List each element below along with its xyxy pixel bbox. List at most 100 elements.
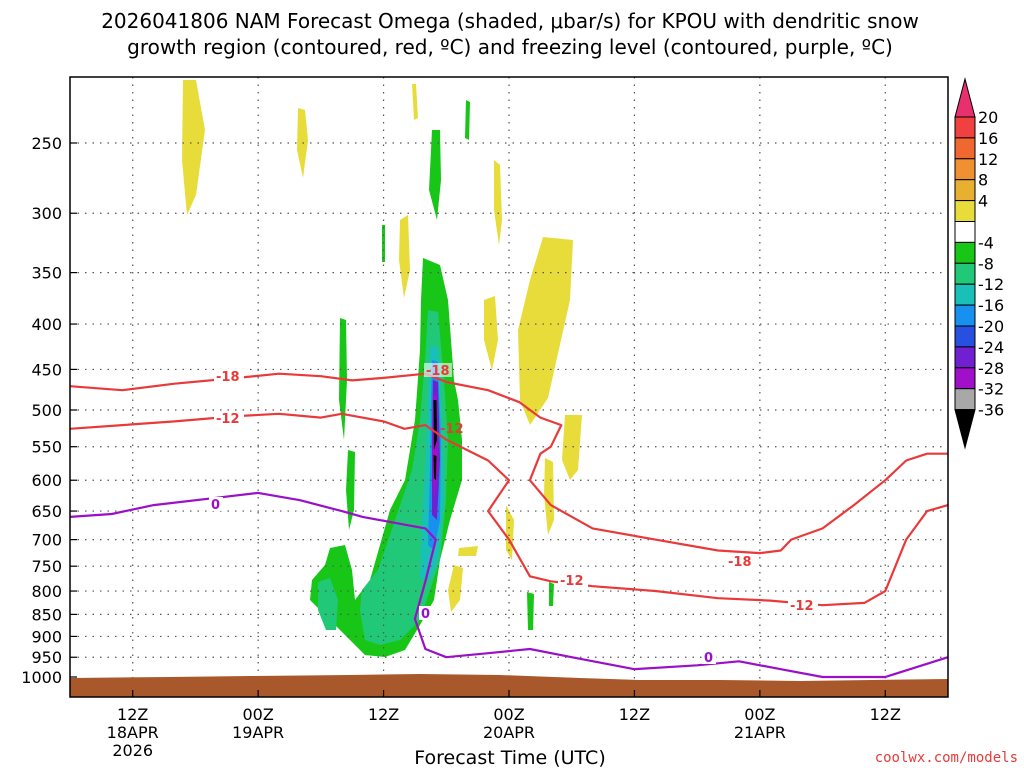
contour-label-freezing: 0	[211, 498, 220, 513]
omega-positive-area	[544, 458, 554, 535]
colorbar-label: -4	[978, 233, 994, 252]
colorbar-swatch	[954, 158, 976, 181]
x-tick-date: 19APR	[232, 723, 284, 742]
omega-positive-area	[562, 415, 582, 480]
omega-positive-area	[399, 215, 410, 298]
contour-label-freezing: 0	[421, 607, 430, 622]
omega-positive-area	[458, 546, 478, 556]
colorbar-label: -24	[978, 338, 1004, 357]
omega-shading	[182, 80, 582, 657]
x-tick-date: 21APR	[734, 723, 786, 742]
omega-negative-area	[433, 455, 437, 480]
omega-positive-area	[518, 237, 573, 425]
contour-label-freezing: 0	[704, 651, 713, 666]
y-tick-label: 850	[31, 605, 62, 624]
contour-label-dgz-lower: -12	[216, 412, 240, 427]
contour-label-dgz-upper: -18	[728, 555, 752, 570]
y-tick-label: 400	[31, 315, 62, 334]
y-tick-label: 700	[31, 531, 62, 550]
x-axis-label: Forecast Time (UTC)	[414, 747, 605, 768]
x-tick-label: 00Z	[242, 705, 273, 724]
chart-title-line1: 2026041806 NAM Forecast Omega (shaded, μ…	[101, 9, 919, 33]
omega-positive-area	[448, 565, 463, 612]
y-tick-label: 300	[31, 204, 62, 223]
colorbar-label: -32	[978, 380, 1004, 399]
x-tick-label: 00Z	[744, 705, 775, 724]
colorbar-label: -28	[978, 359, 1004, 378]
colorbar: 20 16 12 8 4 -4 -8 -12 -16 -20 -24 -28 -32 -36	[954, 77, 1004, 450]
colorbar-swatch	[954, 283, 976, 306]
chart-title-line2: growth region (contoured, red, ºC) and f…	[127, 35, 893, 59]
y-axis: 250 300 350 400 450 500 550 600 650 700 750 800 850 9…	[21, 134, 77, 687]
dgz-contour-minus12	[69, 412, 949, 607]
y-tick-label: 350	[31, 264, 62, 283]
colorbar-swatch	[954, 346, 976, 369]
contour-labels: -18 -12 -18 -12 -18 -12 -12 0 0 0	[209, 363, 818, 666]
omega-positive-area	[494, 160, 502, 245]
colorbar-label: -8	[978, 254, 994, 273]
credit-text: coolwx.com/models	[875, 750, 1018, 766]
contour-label-dgz-lower: -12	[790, 599, 814, 614]
plot-area	[70, 77, 948, 697]
x-tick-label: 12Z	[619, 705, 650, 724]
x-tick-label: 12Z	[117, 705, 148, 724]
colorbar-swatch	[954, 388, 976, 411]
colorbar-swatch	[954, 262, 976, 285]
colorbar-swatch	[954, 221, 976, 243]
colorbar-label: 16	[978, 129, 998, 148]
x-tick-year: 2026	[112, 741, 153, 760]
omega-positive-area	[412, 84, 418, 120]
colorbar-label: 8	[978, 171, 988, 190]
y-tick-label: 450	[31, 360, 62, 379]
colorbar-label: -16	[978, 296, 1004, 315]
y-tick-label: 800	[31, 582, 62, 601]
omega-negative-area	[429, 130, 441, 220]
colorbar-label: 20	[978, 108, 998, 127]
colorbar-label: -20	[978, 317, 1004, 336]
x-tick-label: 00Z	[493, 705, 524, 724]
y-tick-label: 1000	[21, 668, 62, 687]
y-tick-label: 250	[31, 134, 62, 153]
colorbar-label: -36	[978, 401, 1004, 420]
x-tick-date: 20APR	[483, 723, 535, 742]
y-tick-label: 900	[31, 627, 62, 646]
colorbar-label: 12	[978, 150, 998, 169]
contour-label-dgz-lower: -12	[560, 574, 584, 589]
colorbar-bottom-arrow	[954, 409, 976, 450]
colorbar-swatch	[954, 325, 976, 348]
colorbar-top-arrow	[954, 77, 976, 118]
colorbar-label: -12	[978, 275, 1004, 294]
colorbar-swatch	[954, 304, 976, 327]
omega-negative-area	[465, 100, 470, 140]
contour-label-dgz-upper: -18	[216, 370, 240, 385]
colorbar-swatch	[954, 241, 976, 264]
omega-positive-area	[484, 296, 498, 370]
y-tick-label: 550	[31, 438, 62, 457]
colorbar-swatch	[954, 179, 976, 202]
x-tick-date: 18APR	[107, 723, 159, 742]
x-tick-label: 12Z	[870, 705, 901, 724]
y-tick-label: 950	[31, 648, 62, 667]
colorbar-swatch	[954, 116, 976, 139]
colorbar-swatch	[954, 367, 976, 390]
ground-terrain	[70, 674, 948, 697]
omega-positive-area	[182, 80, 205, 215]
y-tick-label: 650	[31, 502, 62, 521]
omega-negative-area	[527, 592, 534, 630]
colorbar-swatch	[954, 137, 976, 160]
y-tick-label: 600	[31, 471, 62, 490]
y-tick-label: 500	[31, 401, 62, 420]
omega-negative-area	[346, 450, 355, 530]
contour-lines	[69, 372, 949, 679]
freezing-level-contour	[69, 491, 949, 679]
colorbar-label: 4	[978, 192, 988, 211]
contour-label-dgz-lower: -12	[440, 422, 464, 437]
omega-negative-area	[549, 582, 554, 606]
dgz-contour-minus18	[69, 372, 948, 555]
omega-negative-area	[433, 400, 437, 450]
y-tick-label: 750	[31, 557, 62, 576]
colorbar-swatch	[954, 200, 976, 223]
contour-label-dgz-upper: -18	[426, 364, 450, 379]
